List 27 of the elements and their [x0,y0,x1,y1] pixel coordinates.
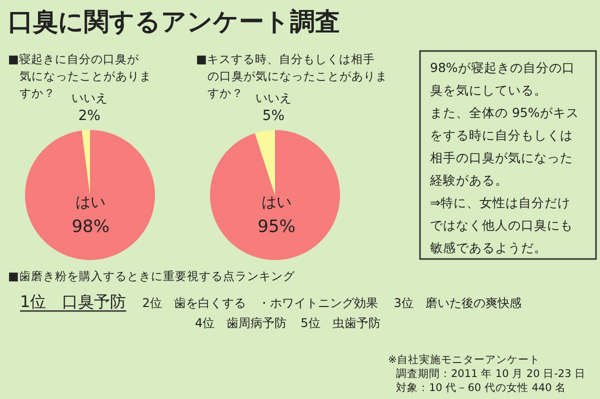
slice-label: はい [76,193,106,211]
slice-label: いいえ [255,91,292,105]
text: 敏感であるようだ。 [430,240,547,255]
text: ⇒特に、女性は自分だけ [430,195,570,210]
text: 3位 磨いた後の爽快感 [394,296,522,310]
slice-label: はい [262,193,292,211]
text: 相手の口臭が気になった [430,150,573,165]
text: ■歯磨き粉を購入するときに重要視する点ランキング [8,269,296,283]
text: 臭を気にしている。 [430,82,547,98]
data-label: 2% [78,108,100,124]
text: ではなく他人の口臭にも [430,218,573,232]
slice-label: いいえ [71,91,108,105]
text: 対象：10 代－60 代の女性 440 名 [396,381,566,394]
data-label: 5% [262,108,285,124]
text: また、全体の 95%がキス [430,105,579,120]
text: 4位 歯周病予防 [195,316,287,330]
data-label: 95% [258,217,296,237]
chart-title: 口臭に関するアンケート調査 [8,7,340,36]
text: 1位 口臭予防 [20,292,126,311]
text: 調査期間：2011 年 10 月 20 日-23 日 [396,367,586,380]
text: 経験がある。 [429,172,508,188]
text: 5位 虫歯予防 [300,316,380,330]
text: 2位 歯を白くする ・ホワイトニング効果 [142,296,378,310]
text: をする時に自分もしくは [430,128,573,142]
text: ※自社実施モニターアンケート [388,353,540,366]
data-label: 98% [72,217,110,237]
text: 98%が寝起きの自分の口 [430,60,575,75]
